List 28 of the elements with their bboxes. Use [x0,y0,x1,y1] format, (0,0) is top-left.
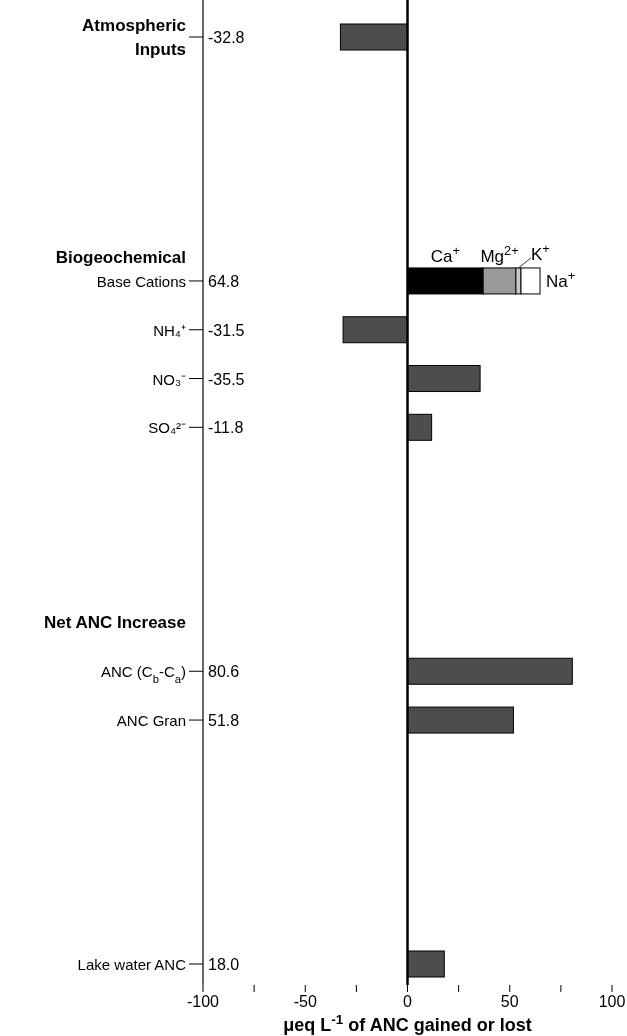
x-tick-label: 0 [403,993,413,1010]
y-tick-label: Lake water ANC [77,956,187,973]
y-tick-label: NO₃⁻ [152,370,186,388]
x-tick-label: 50 [500,993,519,1010]
series-label: Mg$^{2+}$ [480,242,519,266]
annotation: 80.6 [208,663,240,681]
y-tick-label: ANC Gran [116,712,186,730]
annotation: -11.8 [208,419,244,437]
annotation: 51.8 [208,712,240,730]
y-tick-label: ANC (C$_{b}$-C$_{a}$) [100,663,186,686]
series-label: Ca$^{+}$ [430,242,460,266]
annotation: 18.0 [208,956,240,973]
series-label: Na$^{+}$ [546,267,576,291]
legend-label: K$^{+}$ [531,240,550,264]
y-tick-label: NH₄⁺ [153,321,186,339]
x-tick-label: -100 [186,993,220,1010]
y-tick-label: Atmospheric Inputs [82,16,186,59]
annotation: 64.8 [208,272,240,290]
annotation: -32.8 [208,29,245,46]
annotation: -31.5 [208,321,245,339]
y-tick-label: SO₄²⁻ [148,419,186,437]
annotation: -35.5 [208,370,245,388]
y-tick-label: Base Cations [96,272,186,290]
x-tick-label: -50 [293,993,317,1010]
y-tick-label: Biogeochemical [55,247,186,267]
x-axis-title: μeq L$^{-1}$ of ANC gained or lost [283,1011,532,1035]
x-tick-label: 100 [598,993,626,1010]
y-tick-label: Net ANC Increase [43,613,186,633]
